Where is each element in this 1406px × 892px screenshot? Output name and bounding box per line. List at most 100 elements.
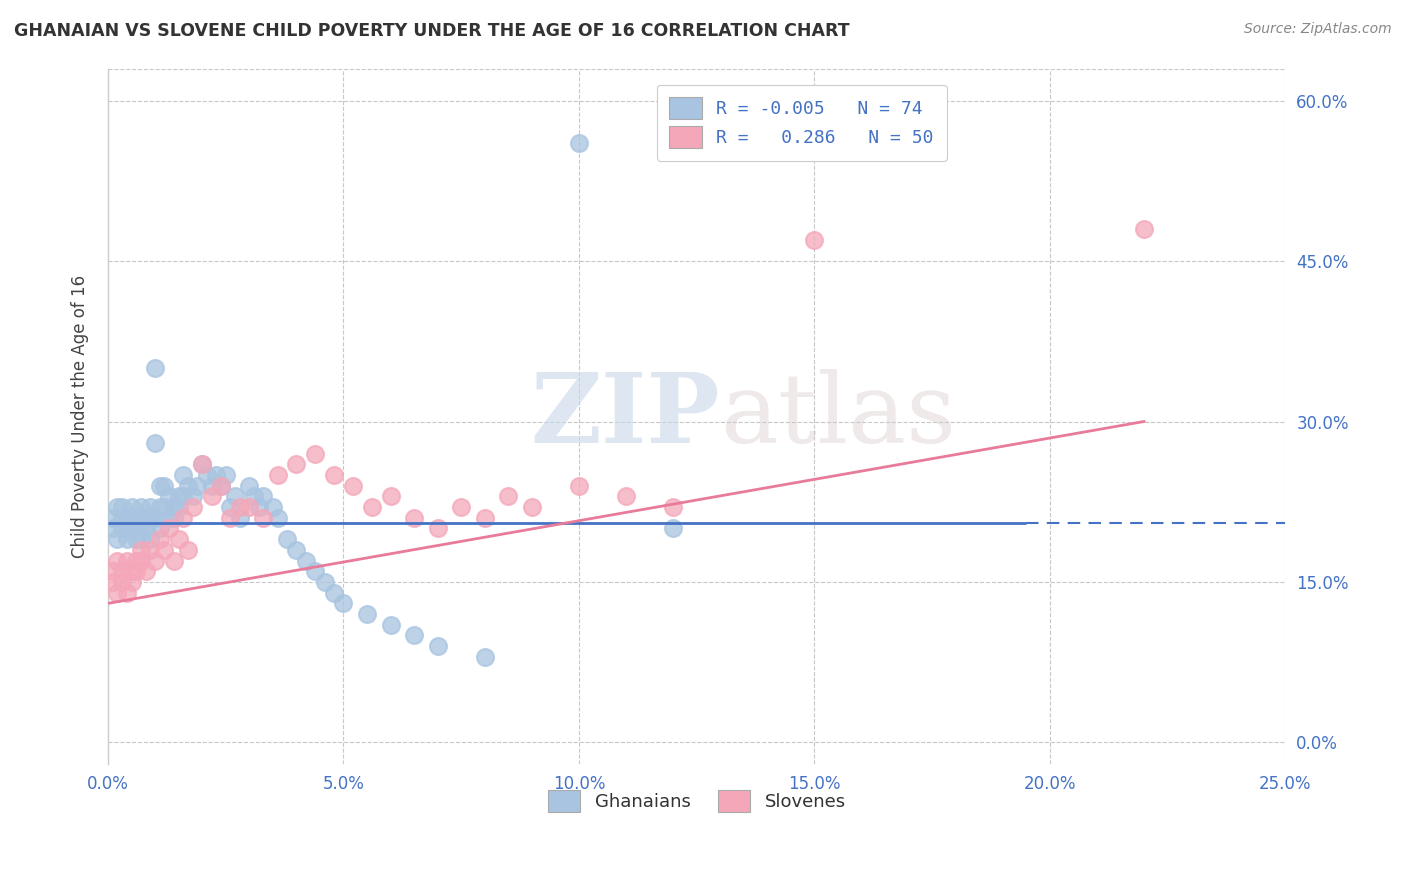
- Point: [209, 479, 232, 493]
- Point: [314, 574, 336, 589]
- Point: [129, 532, 152, 546]
- Point: [323, 585, 346, 599]
- Point: [121, 521, 143, 535]
- Point: [149, 500, 172, 514]
- Point: [323, 468, 346, 483]
- Point: [360, 500, 382, 514]
- Y-axis label: Child Poverty Under the Age of 16: Child Poverty Under the Age of 16: [72, 275, 89, 558]
- Point: [167, 532, 190, 546]
- Point: [172, 510, 194, 524]
- Point: [101, 564, 124, 578]
- Point: [111, 574, 134, 589]
- Point: [167, 490, 190, 504]
- Text: atlas: atlas: [720, 369, 956, 463]
- Point: [200, 479, 222, 493]
- Point: [115, 510, 138, 524]
- Text: Source: ZipAtlas.com: Source: ZipAtlas.com: [1244, 22, 1392, 37]
- Point: [121, 521, 143, 535]
- Point: [224, 490, 246, 504]
- Point: [219, 510, 242, 524]
- Point: [125, 521, 148, 535]
- Point: [252, 490, 274, 504]
- Point: [209, 479, 232, 493]
- Point: [111, 510, 134, 524]
- Point: [294, 553, 316, 567]
- Point: [356, 607, 378, 621]
- Point: [380, 490, 402, 504]
- Point: [426, 521, 449, 535]
- Point: [191, 458, 214, 472]
- Point: [121, 500, 143, 514]
- Point: [474, 649, 496, 664]
- Point: [568, 479, 591, 493]
- Point: [181, 500, 204, 514]
- Point: [266, 468, 288, 483]
- Point: [342, 479, 364, 493]
- Point: [157, 510, 180, 524]
- Point: [121, 564, 143, 578]
- Point: [662, 500, 685, 514]
- Point: [304, 564, 326, 578]
- Point: [266, 510, 288, 524]
- Point: [153, 542, 176, 557]
- Point: [1133, 222, 1156, 236]
- Point: [163, 553, 186, 567]
- Point: [803, 233, 825, 247]
- Point: [157, 521, 180, 535]
- Text: ZIP: ZIP: [530, 369, 720, 463]
- Point: [143, 436, 166, 450]
- Point: [426, 639, 449, 653]
- Point: [195, 468, 218, 483]
- Point: [139, 542, 162, 557]
- Point: [181, 490, 204, 504]
- Point: [139, 532, 162, 546]
- Point: [153, 500, 176, 514]
- Point: [135, 510, 157, 524]
- Point: [332, 596, 354, 610]
- Point: [219, 500, 242, 514]
- Point: [157, 490, 180, 504]
- Point: [111, 564, 134, 578]
- Point: [243, 490, 266, 504]
- Point: [125, 553, 148, 567]
- Point: [153, 479, 176, 493]
- Point: [285, 542, 308, 557]
- Point: [149, 521, 172, 535]
- Point: [402, 510, 425, 524]
- Point: [101, 510, 124, 524]
- Point: [229, 500, 252, 514]
- Point: [115, 553, 138, 567]
- Point: [129, 521, 152, 535]
- Point: [139, 510, 162, 524]
- Point: [107, 553, 129, 567]
- Point: [129, 553, 152, 567]
- Point: [177, 542, 200, 557]
- Point: [121, 510, 143, 524]
- Point: [285, 458, 308, 472]
- Point: [163, 500, 186, 514]
- Point: [107, 585, 129, 599]
- Point: [129, 542, 152, 557]
- Point: [520, 500, 543, 514]
- Point: [247, 500, 270, 514]
- Point: [139, 500, 162, 514]
- Point: [215, 468, 238, 483]
- Point: [380, 617, 402, 632]
- Point: [474, 510, 496, 524]
- Point: [149, 479, 172, 493]
- Point: [191, 458, 214, 472]
- Point: [238, 500, 260, 514]
- Point: [229, 510, 252, 524]
- Point: [262, 500, 284, 514]
- Point: [200, 490, 222, 504]
- Point: [143, 510, 166, 524]
- Point: [125, 510, 148, 524]
- Point: [450, 500, 472, 514]
- Point: [107, 532, 129, 546]
- Point: [402, 628, 425, 642]
- Point: [163, 510, 186, 524]
- Legend: Ghanaians, Slovenes: Ghanaians, Slovenes: [534, 777, 858, 824]
- Point: [115, 585, 138, 599]
- Point: [205, 468, 228, 483]
- Point: [167, 500, 190, 514]
